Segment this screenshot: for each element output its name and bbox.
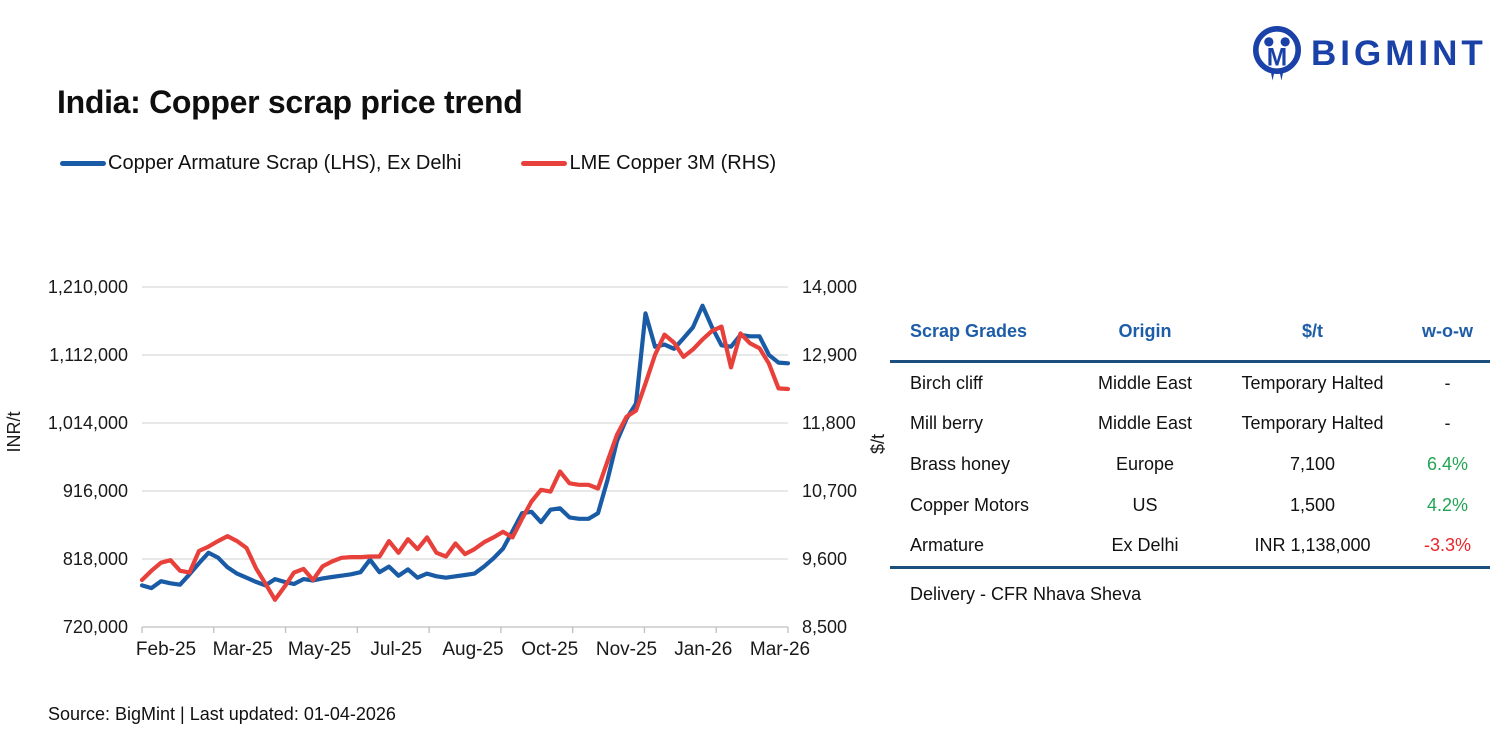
table-cell-price: 7,100 — [1289, 453, 1336, 474]
table-cell-origin: US — [1132, 494, 1158, 515]
table-cell-wow: - — [1444, 372, 1451, 393]
table-cell-wow: -3.3% — [1423, 535, 1472, 556]
series-line-armature — [139, 303, 791, 591]
table-cell-wow: - — [1444, 413, 1451, 434]
table-border-bottom — [890, 565, 1490, 569]
legend-item-lme: LME Copper 3M (RHS) — [521, 152, 776, 175]
table-cell-origin: Middle East — [1097, 413, 1193, 434]
header-origin: Origin — [1118, 321, 1172, 341]
y-axis-label-left: 720,000 — [63, 617, 128, 637]
x-axis-label: Jul-25 — [370, 639, 422, 660]
header-scrap-grades: Scrap Grades — [910, 321, 1028, 341]
y-axis-label-left: 1,112,000 — [49, 345, 128, 365]
bigmint-logo: M BIGMINT — [1250, 24, 1487, 82]
table-row: Mill berry Middle East Temporary Halted - — [890, 404, 1490, 445]
table-cell-grade: Armature — [910, 535, 985, 556]
table-cell-origin: Middle East — [1097, 372, 1193, 393]
table-row: Armature Ex Delhi INR 1,138,000 -3.3% — [890, 525, 1490, 566]
x-axis-label: Feb-25 — [136, 639, 196, 660]
table-footnote: Delivery - CFR Nhava Sheva — [910, 583, 1142, 604]
y-axis-label-left: 818,000 — [63, 549, 128, 569]
table-cell-price: Temporary Halted — [1241, 413, 1384, 434]
legend-swatch-armature-icon — [60, 161, 106, 166]
y-axis-label-right: 9,600 — [802, 549, 847, 569]
x-axis-label: Oct-25 — [521, 639, 578, 660]
table-cell-grade: Copper Motors — [910, 494, 1030, 515]
legend-label-armature: Copper Armature Scrap (LHS), Ex Delhi — [108, 152, 462, 174]
y-axis-label-right: 8,500 — [802, 617, 847, 637]
logo-text: BIGMINT — [1311, 33, 1487, 73]
axis-title-left: INR/t — [4, 411, 24, 452]
price-chart: 1,210,000 1,112,000 1,014,000 916,000 818,00… — [4, 277, 888, 660]
page-title: India: Copper scrap price trend — [57, 84, 523, 120]
x-axis-label: Nov-25 — [596, 639, 657, 660]
scrap-table: Scrap Grades Origin $/t w-o-w Birch clif… — [890, 303, 1490, 605]
series-line-lme — [139, 324, 791, 602]
y-axis-label-right: 14,000 — [802, 277, 857, 297]
axis-title-right: $/t — [868, 434, 888, 454]
y-axis-label-left: 1,014,000 — [48, 413, 128, 433]
legend-item-armature: Copper Armature Scrap (LHS), Ex Delhi — [60, 152, 461, 175]
table-row: Copper Motors US 1,500 4.2% — [890, 485, 1490, 526]
table-border-top — [890, 360, 1490, 363]
table-cell-wow: 4.2% — [1426, 494, 1469, 515]
logo-mark-icon: M — [1253, 26, 1301, 81]
svg-text:M: M — [1267, 45, 1287, 72]
x-axis-label: Mar-26 — [750, 639, 810, 660]
y-axis-label-right: 12,900 — [802, 345, 857, 365]
x-axis-label: Mar-25 — [213, 639, 273, 660]
y-axis-label-left: 916,000 — [63, 481, 128, 501]
header-wow: w-o-w — [1422, 321, 1473, 341]
x-axis-label: Jan-26 — [674, 639, 732, 660]
table-cell-wow: 6.4% — [1426, 453, 1469, 474]
table-cell-origin: Europe — [1115, 453, 1175, 474]
table-cell-grade: Brass honey — [910, 453, 1011, 474]
table-row: Brass honey Europe 7,100 6.4% — [890, 444, 1490, 485]
source-note: Source: BigMint | Last updated: 01-04-20… — [48, 704, 396, 724]
x-axis-label: May-25 — [288, 639, 351, 660]
table-cell-price: 1,500 — [1289, 494, 1336, 515]
table-row: Birch cliff Middle East Temporary Halted - — [890, 363, 1490, 404]
table-cell-grade: Birch cliff — [910, 372, 983, 393]
chart-legend: Copper Armature Scrap (LHS), Ex Delhi LM… — [60, 152, 776, 175]
legend-label-lme: LME Copper 3M (RHS) — [569, 152, 777, 174]
table-cell-price: INR 1,138,000 — [1254, 535, 1371, 556]
table-cell-price: Temporary Halted — [1241, 372, 1384, 393]
x-axis-label: Aug-25 — [442, 639, 503, 660]
table-cell-origin: Ex Delhi — [1111, 535, 1179, 556]
table-body: Birch cliff Middle East Temporary Halted - M… — [890, 363, 1490, 566]
legend-swatch-lme-icon — [521, 161, 568, 166]
y-axis-label-left: 1,210,000 — [48, 277, 128, 297]
y-axis-label-right: 10,700 — [802, 481, 857, 501]
header-price: $/t — [1301, 321, 1323, 341]
table-header-row: Scrap Grades Origin $/t w-o-w — [890, 303, 1490, 360]
y-axis-label-right: 11,800 — [802, 413, 856, 433]
table-cell-grade: Mill berry — [910, 413, 984, 434]
